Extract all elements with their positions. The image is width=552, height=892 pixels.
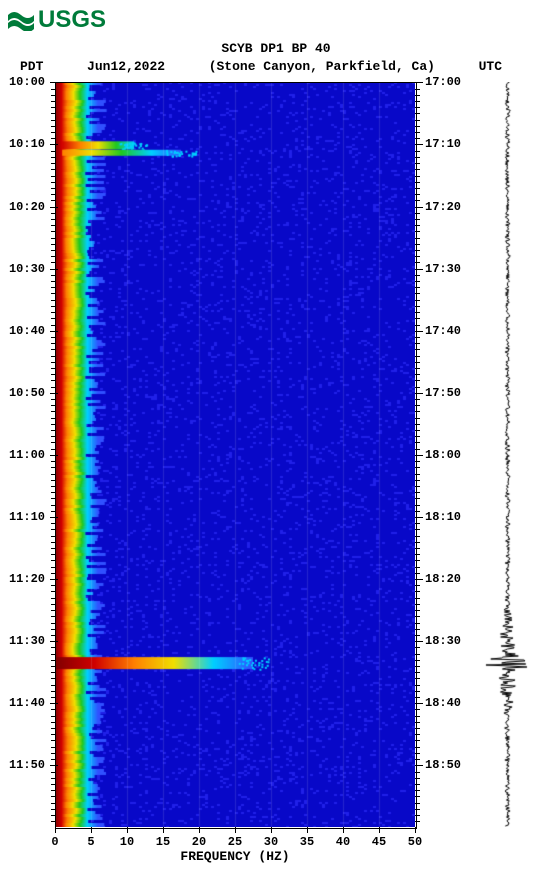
y-tick-left: 10:00 xyxy=(0,75,45,89)
y-tick-left: 10:20 xyxy=(0,200,45,214)
x-tick: 15 xyxy=(156,835,170,849)
x-axis-label: FREQUENCY (HZ) xyxy=(55,849,415,864)
x-tick: 10 xyxy=(120,835,134,849)
y-tick-right: 18:50 xyxy=(425,758,461,772)
y-tick-right: 17:30 xyxy=(425,262,461,276)
logo-text: USGS xyxy=(38,6,106,34)
y-tick-left: 11:00 xyxy=(0,448,45,462)
x-tick: 45 xyxy=(372,835,386,849)
x-tick: 0 xyxy=(51,835,58,849)
tz-right: UTC xyxy=(479,58,502,76)
y-tick-right: 18:10 xyxy=(425,510,461,524)
x-tick: 20 xyxy=(192,835,206,849)
y-tick-left: 11:50 xyxy=(0,758,45,772)
x-tick: 5 xyxy=(87,835,94,849)
y-tick-right: 17:40 xyxy=(425,324,461,338)
y-tick-left: 11:20 xyxy=(0,572,45,586)
y-tick-right: 17:50 xyxy=(425,386,461,400)
y-tick-left: 11:40 xyxy=(0,696,45,710)
x-tick: 35 xyxy=(300,835,314,849)
location: (Stone Canyon, Parkfield, Ca) xyxy=(209,58,435,76)
x-tick: 40 xyxy=(336,835,350,849)
y-tick-right: 18:00 xyxy=(425,448,461,462)
y-tick-left: 11:10 xyxy=(0,510,45,524)
y-tick-right: 17:10 xyxy=(425,137,461,151)
y-tick-right: 18:30 xyxy=(425,634,461,648)
x-tick: 25 xyxy=(228,835,242,849)
date: Jun12,2022 xyxy=(87,58,165,76)
x-tick: 30 xyxy=(264,835,278,849)
y-tick-right: 17:20 xyxy=(425,200,461,214)
tz-left: PDT xyxy=(20,58,43,76)
y-tick-left: 11:30 xyxy=(0,634,45,648)
chart-subtitle: PDT Jun12,2022 (Stone Canyon, Parkfield,… xyxy=(0,58,552,76)
y-tick-left: 10:40 xyxy=(0,324,45,338)
chart-title: SCYB DP1 BP 40 xyxy=(0,40,552,58)
y-tick-left: 10:50 xyxy=(0,386,45,400)
y-tick-right: 18:40 xyxy=(425,696,461,710)
y-tick-left: 10:10 xyxy=(0,137,45,151)
y-tick-right: 18:20 xyxy=(425,572,461,586)
y-tick-left: 10:30 xyxy=(0,262,45,276)
y-tick-right: 17:00 xyxy=(425,75,461,89)
x-tick: 50 xyxy=(408,835,422,849)
seismogram-waveform xyxy=(480,82,535,827)
usgs-logo: USGS xyxy=(0,0,552,40)
